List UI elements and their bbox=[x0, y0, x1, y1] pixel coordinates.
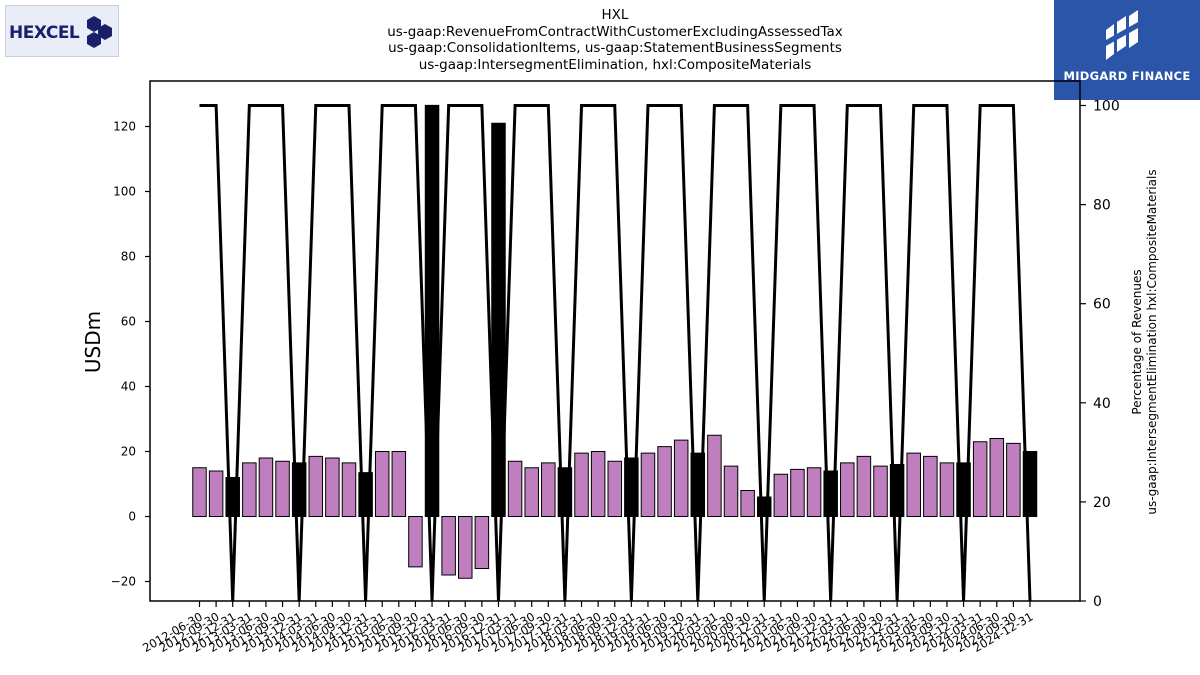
bar-2020-09-30 bbox=[740, 490, 755, 517]
y2-tick-label: 0 bbox=[1093, 594, 1102, 610]
y-tick-label: −20 bbox=[111, 575, 136, 589]
bar-2014-09-30 bbox=[341, 462, 357, 517]
percentage-line bbox=[199, 104, 1032, 602]
bar-2021-03-31 bbox=[773, 473, 789, 517]
bar-2015-12-31 bbox=[424, 104, 440, 517]
bar-2018-09-30 bbox=[607, 460, 622, 517]
percentage-line-layer bbox=[199, 104, 1032, 602]
bar-2016-03-31 bbox=[441, 516, 456, 576]
title-line-3: us-gaap:ConsolidationItems, us-gaap:Stat… bbox=[388, 40, 842, 56]
y-tick-label: 60 bbox=[121, 315, 136, 329]
bar-2024-09-30 bbox=[1006, 442, 1021, 517]
bar-2015-09-30 bbox=[408, 516, 423, 568]
y-tick-label: 0 bbox=[128, 510, 136, 524]
hexcel-logo-text: HEXCEL bbox=[9, 23, 80, 43]
title-line-1: HXL bbox=[601, 7, 629, 23]
y2-tick-label: 100 bbox=[1093, 99, 1120, 115]
bar-2014-03-31 bbox=[308, 455, 324, 517]
y2-tick-label: 60 bbox=[1093, 297, 1111, 313]
bar-2016-09-30 bbox=[474, 516, 490, 569]
bar-2024-06-30 bbox=[989, 438, 1005, 517]
bar-2019-06-30 bbox=[657, 446, 672, 517]
y2-axis-label-line-2: us-gaap:IntersegmentElimination hxl:Comp… bbox=[1145, 169, 1159, 514]
y-tick-label: 120 bbox=[113, 120, 136, 134]
bar-2020-03-31 bbox=[707, 434, 722, 517]
bar-2022-09-30 bbox=[873, 465, 888, 517]
bar-2015-03-31 bbox=[374, 451, 390, 517]
y-tick-label: 40 bbox=[121, 380, 136, 394]
hexagon-cluster-icon bbox=[87, 16, 112, 48]
bar-2021-06-30 bbox=[790, 468, 805, 517]
bar-2019-03-31 bbox=[640, 452, 656, 517]
y-tick-label: 100 bbox=[113, 185, 136, 199]
bar-2022-06-30 bbox=[856, 455, 872, 517]
bar-2020-06-30 bbox=[723, 465, 739, 517]
bar-2013-06-30 bbox=[258, 457, 274, 517]
y2-tick-label: 80 bbox=[1093, 198, 1111, 214]
title-line-2: us-gaap:RevenueFromContractWithCustomerE… bbox=[387, 23, 843, 40]
bar-2016-06-30 bbox=[458, 516, 473, 579]
bar-2012-09-30 bbox=[208, 470, 224, 517]
bar-2014-06-30 bbox=[325, 457, 340, 517]
bar-2023-06-30 bbox=[923, 455, 938, 517]
midgard-mark-icon bbox=[1106, 10, 1138, 60]
y2-tick-label: 20 bbox=[1093, 495, 1111, 511]
midgard-logo-text: MIDGARD FINANCE bbox=[1063, 69, 1191, 83]
bar-2017-09-30 bbox=[541, 462, 556, 517]
bar-2012-06-30 bbox=[192, 467, 207, 517]
bar-2013-03-31 bbox=[242, 462, 257, 517]
y-tick-label: 20 bbox=[121, 445, 136, 459]
hexcel-logo: HEXCEL bbox=[5, 5, 119, 57]
bar-2013-09-30 bbox=[275, 460, 290, 517]
bar-2015-06-30 bbox=[391, 451, 407, 517]
y-axis-label: USDm bbox=[81, 311, 105, 373]
bar-2017-03-31 bbox=[507, 460, 523, 517]
bar-2024-03-31 bbox=[972, 441, 988, 517]
bar-2016-12-31 bbox=[491, 122, 506, 517]
axes-layer: −200204060801001200204060801002012-06-30… bbox=[111, 80, 1120, 655]
bar-2018-03-31 bbox=[574, 452, 589, 517]
title-line-4: us-gaap:IntersegmentElimination, hxl:Com… bbox=[418, 56, 812, 73]
y2-tick-label: 40 bbox=[1093, 396, 1111, 412]
bar-2017-06-30 bbox=[524, 467, 539, 517]
bar-2021-09-30 bbox=[806, 467, 822, 517]
y2-axis-label-line-1: Percentage of Revenues bbox=[1130, 269, 1144, 414]
bar-2023-09-30 bbox=[939, 462, 955, 517]
midgard-finance-logo: MIDGARD FINANCE bbox=[1054, 0, 1200, 100]
bar-2022-03-31 bbox=[840, 462, 855, 517]
bar-2023-03-31 bbox=[906, 452, 921, 517]
bar-2018-06-30 bbox=[590, 451, 606, 517]
bar-2019-09-30 bbox=[673, 439, 689, 517]
chart-title: HXL us-gaap:RevenueFromContractWithCusto… bbox=[300, 7, 930, 73]
y-tick-label: 80 bbox=[121, 250, 136, 264]
